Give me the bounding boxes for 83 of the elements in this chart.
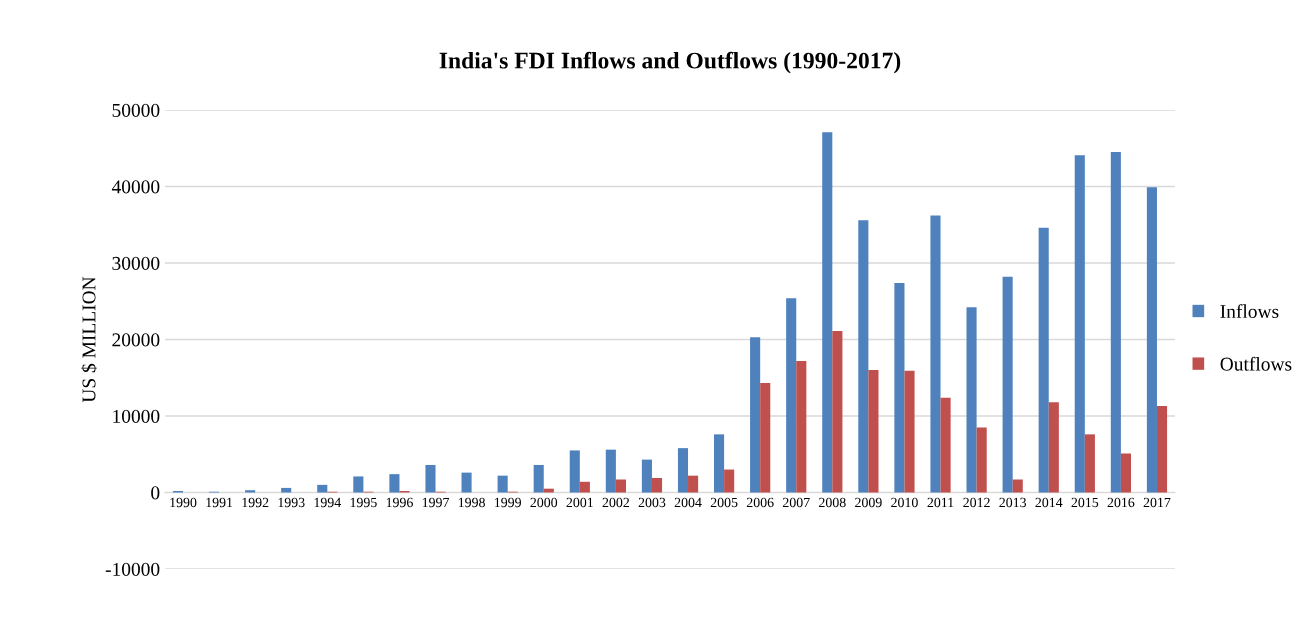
bar	[858, 220, 869, 493]
x-tick-label: 1999	[495, 497, 521, 508]
bar	[1002, 276, 1013, 493]
x-tick-label: 2016	[1107, 497, 1135, 508]
x-tick-label: 2001	[566, 497, 593, 508]
y-tick-label: 0	[151, 486, 160, 500]
bar	[796, 360, 807, 493]
y-tick-label: 40000	[111, 180, 160, 194]
x-tick-label: 2006	[746, 497, 774, 508]
x-tick-label: 2008	[819, 497, 846, 508]
bar	[750, 337, 761, 493]
y-tick-label: 50000	[112, 103, 160, 117]
bar	[641, 459, 652, 493]
x-tick-label: 1995	[350, 497, 377, 508]
legend-label: Outflows	[1220, 356, 1292, 371]
bar	[569, 450, 580, 493]
y-axis-title: US $ MILLION	[81, 276, 97, 403]
x-tick-label: 2015	[1071, 497, 1099, 508]
x-tick-label: 2012	[963, 497, 990, 508]
x-tick-label: 2013	[999, 497, 1027, 508]
bar	[317, 484, 328, 493]
x-tick-label: 2002	[602, 497, 630, 508]
y-tick-label: 10000	[113, 409, 160, 423]
x-tick-label: 1991	[206, 497, 233, 508]
x-tick-label: 2000	[530, 497, 558, 508]
bar	[904, 370, 915, 493]
bar	[1038, 227, 1049, 493]
bar	[461, 472, 472, 493]
bar	[724, 469, 735, 493]
bar	[677, 448, 689, 493]
bar	[1012, 479, 1023, 493]
bar	[1156, 406, 1168, 493]
bar	[579, 481, 590, 493]
bar	[389, 474, 400, 493]
y-tick-label: 30000	[112, 256, 160, 270]
x-tick-label: 2014	[1035, 497, 1063, 508]
bar	[1084, 434, 1095, 493]
x-tick-label: 1994	[314, 497, 341, 508]
y-tick-label: 20000	[112, 333, 160, 347]
x-tick-label: 2010	[891, 497, 918, 508]
x-tick-label: 2007	[782, 497, 810, 508]
bar	[1120, 453, 1131, 493]
bar	[533, 464, 544, 493]
y-tick-label: -10000	[105, 562, 160, 576]
bar	[1048, 402, 1059, 493]
bar	[976, 427, 987, 493]
x-tick-label: 2017	[1143, 497, 1171, 508]
x-tick-label: 1998	[458, 497, 485, 508]
x-tick-label: 1996	[386, 497, 413, 508]
bar	[930, 215, 941, 493]
bar	[714, 434, 725, 493]
bar	[497, 475, 508, 493]
legend-label: Inflows	[1220, 304, 1279, 319]
bar	[822, 132, 833, 493]
bar	[651, 477, 663, 493]
x-tick-label: 2005	[710, 497, 738, 508]
bar	[688, 475, 699, 493]
x-tick-label: 1990	[170, 497, 197, 508]
bar	[894, 282, 905, 493]
bar	[281, 487, 292, 493]
x-tick-label: 2004	[674, 497, 702, 508]
bar	[605, 449, 616, 493]
chart-title: India's FDI Inflows and Outflows (1990-2017)	[439, 51, 901, 74]
bar	[245, 490, 256, 493]
x-tick-label: 1997	[422, 497, 450, 508]
bar	[760, 383, 771, 493]
bar	[1146, 187, 1157, 493]
bar	[940, 397, 951, 493]
bar	[543, 488, 554, 493]
bar	[425, 464, 436, 493]
x-tick-label: 1993	[278, 497, 305, 508]
bar	[868, 370, 879, 493]
bar	[1110, 152, 1121, 493]
bar	[1074, 155, 1085, 493]
bar	[832, 331, 843, 493]
bar	[615, 479, 626, 493]
bar	[966, 307, 977, 493]
bar	[353, 476, 364, 493]
x-tick-label: 1992	[242, 497, 269, 508]
bar	[786, 298, 797, 493]
x-tick-label: 2009	[855, 497, 882, 508]
x-tick-label: 2003	[638, 497, 666, 508]
x-tick-label: 2011	[927, 497, 954, 508]
